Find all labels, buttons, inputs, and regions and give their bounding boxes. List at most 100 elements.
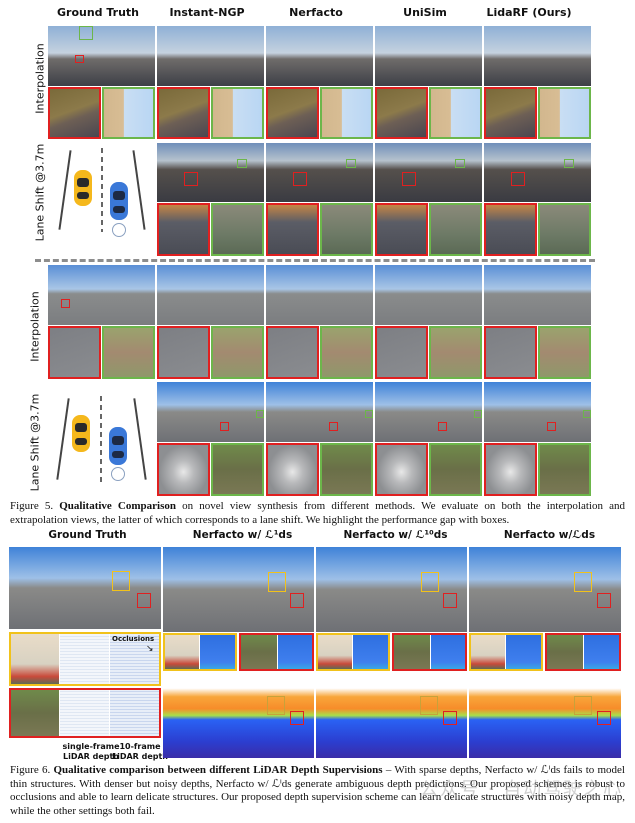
fig5-lidarf-shift2-crop-red [484, 443, 537, 496]
fig5-ingp-interp-crop-red [157, 87, 210, 139]
fig5-ingp-interp2-crop-green [211, 326, 264, 379]
fig6-lds-yellow-crop [469, 633, 543, 671]
fig6-l1-red-crop [239, 633, 314, 671]
fig5-row-label-laneshift-1: Lane Shift @3.7m [33, 143, 47, 242]
red-box [220, 422, 229, 431]
fig5-lidarf-interp-crop-green [538, 87, 591, 139]
fig5-nerfacto-interp2-crop-green [320, 326, 373, 379]
occlusion-arrow-icon: ↘ [146, 644, 154, 654]
figure5-caption: Figure 5. Qualitative Comparison on nove… [10, 500, 625, 527]
yellow-box [420, 696, 438, 715]
fig5-row-label-interpolation-1: Interpolation [33, 43, 47, 114]
red-box [511, 172, 525, 186]
fig5-gt-interp2-crop-red [48, 326, 101, 379]
lane-line-right [133, 398, 147, 480]
red-box [61, 299, 70, 308]
fig5-gt-interp-scene [48, 26, 155, 86]
fig5-ingp-shift2-crop-green [211, 443, 264, 496]
fig6-l10-yellow-crop [316, 633, 390, 671]
yellow-box [421, 572, 439, 592]
fig5-unisim-interp2-crop-green [429, 326, 482, 379]
figure6-caption: Figure 6. Qualitative comparison between… [10, 764, 625, 818]
fig6-l1-yellow-crop [163, 633, 237, 671]
fig5-unisim-interp2-scene [375, 265, 482, 325]
fig5-lidarf-interp2-crop-green [538, 326, 591, 379]
fig5-nerfacto-shift2-crop-red [266, 443, 319, 496]
fig6-lds-red-crop [545, 633, 621, 671]
fig5-lidarf-interp2-crop-red [484, 326, 537, 379]
green-box [79, 26, 93, 40]
fig5-lidarf-shift-crop-green [538, 203, 591, 256]
fig5-header-instant-ngp: Instant-NGP [169, 6, 245, 19]
fig6-lds-depth-map [469, 673, 621, 758]
figure6-caption-text: – With sparse depths, Nerfacto w/ ℒⁱds f… [10, 764, 625, 817]
green-box [256, 410, 264, 418]
fig5-gt-interp-crop-red [48, 87, 101, 139]
fig5-nerfacto-shift2-scene [266, 382, 373, 442]
fig5-ingp-shift2-crop-red [157, 443, 210, 496]
fig6-gt-scene [9, 547, 161, 629]
fig5-lidarf-shift2-scene [484, 382, 591, 442]
fig5-ingp-shift-scene [157, 143, 264, 202]
fig5-unisim-interp-crop-green [429, 87, 482, 139]
lane-line-center [101, 148, 103, 232]
fig5-nerfacto-interp-scene [266, 26, 373, 86]
fig5-header-ground-truth: Ground Truth [56, 6, 140, 19]
yellow-box [574, 572, 592, 592]
fig5-unisim-shift2-scene [375, 382, 482, 442]
red-box [290, 593, 304, 608]
fig5-nerfacto-shift-scene [266, 143, 373, 202]
fig5-nerfacto-shift-crop-green [320, 203, 373, 256]
fig5-lidarf-shift-crop-red [484, 203, 537, 256]
block-separator-dashed-line [35, 259, 595, 262]
sign-crop [11, 634, 59, 684]
pole-crop [11, 690, 59, 736]
fig5-lidarf-interp-scene [484, 26, 591, 86]
fig5-gt-interp-crop-green [102, 87, 155, 139]
fig5-nerfacto-interp-crop-red [266, 87, 319, 139]
fig5-ingp-interp2-scene [157, 265, 264, 325]
lane-line-left [56, 398, 70, 480]
lane-line-right [132, 150, 146, 230]
fig5-ingp-interp-scene [157, 26, 264, 86]
fig5-unisim-shift-crop-red [375, 203, 428, 256]
red-box [443, 593, 457, 608]
occlusions-label: Occlusions [112, 635, 155, 643]
red-box [75, 55, 84, 63]
red-box [184, 172, 198, 186]
single-frame-depth-crop [60, 690, 109, 736]
green-box [365, 410, 373, 418]
blue-car-icon [109, 427, 127, 465]
ten-frame-depth-crop [110, 690, 159, 736]
fig5-unisim-interp-crop-red [375, 87, 428, 139]
figure5-caption-prefix: Figure 5. [10, 500, 54, 512]
fig5-unisim-shift2-crop-green [429, 443, 482, 496]
figure6-caption-prefix: Figure 6. [10, 764, 51, 776]
watermark: 公众号 · 自动驾驶之心 [420, 779, 624, 800]
fig6-l10-scene [316, 547, 467, 632]
yellow-box [574, 696, 592, 715]
fig6-l1-scene [163, 547, 314, 632]
fig5-nerfacto-shift-crop-red [266, 203, 319, 256]
fig5-ingp-shift2-scene [157, 382, 264, 442]
red-box [547, 422, 556, 431]
green-box [455, 159, 465, 168]
fig6-header-lds: Nerfacto w/ℒds [503, 529, 596, 541]
fig5-unisim-interp2-crop-red [375, 326, 428, 379]
fig6-l1-depth-map [163, 673, 314, 758]
yellow-car-icon [72, 415, 90, 452]
figure6-caption-bold: Qualitative comparison between different… [53, 764, 383, 776]
red-box [597, 593, 611, 608]
green-box [346, 159, 356, 168]
fig6-lds-scene [469, 547, 621, 632]
blue-car-icon [110, 182, 128, 220]
fig5-unisim-shift-scene [375, 143, 482, 202]
green-box [474, 410, 482, 418]
green-box [237, 159, 247, 168]
yellow-box [268, 572, 286, 592]
green-box [564, 159, 574, 168]
fig6-gt-yellow-crop-panel: Occlusions ↘ [9, 632, 161, 686]
fig5-unisim-shift-crop-green [429, 203, 482, 256]
fig5-nerfacto-interp2-scene [266, 265, 373, 325]
red-box [438, 422, 447, 431]
